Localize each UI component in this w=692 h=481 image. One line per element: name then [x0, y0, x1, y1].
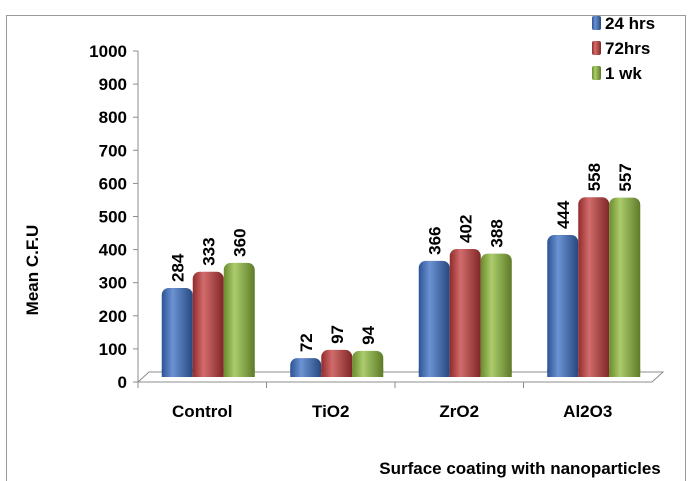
- y-tick-label: 400: [99, 241, 127, 260]
- axes: 0 100 200 300 400 500 600 700 800 900 1000 Control T…: [89, 42, 665, 421]
- bar-base: [321, 369, 353, 377]
- bar-base: [223, 369, 255, 377]
- legend-label: 72hrs: [605, 39, 650, 58]
- data-label: 444: [554, 200, 573, 229]
- x-tick-label: TiO2: [312, 402, 349, 421]
- x-tick-label: Al2O3: [563, 402, 612, 421]
- data-label: 557: [616, 163, 635, 191]
- chart-frame: [6, 15, 686, 481]
- bar-body: [609, 197, 641, 377]
- bar: [161, 287, 193, 377]
- y-tick-label: 800: [99, 108, 127, 127]
- bar-body: [547, 235, 579, 377]
- bar-base: [192, 369, 224, 377]
- bar-base: [161, 369, 193, 377]
- legend-label: 1 wk: [605, 64, 642, 83]
- data-label: 72: [297, 333, 316, 352]
- bar: [480, 253, 512, 377]
- bar-body: [223, 262, 255, 377]
- y-tick-label: 500: [99, 208, 127, 227]
- bar: [290, 358, 322, 377]
- bar: [321, 349, 353, 377]
- bar-base: [352, 369, 384, 377]
- y-tick-label: 900: [99, 75, 127, 94]
- bar-base: [609, 369, 641, 377]
- x-tick-label: ZrO2: [439, 402, 479, 421]
- bar-base: [480, 369, 512, 377]
- y-tick-label: 1000: [89, 42, 127, 61]
- bar-base: [449, 369, 481, 377]
- bar-body: [192, 271, 224, 377]
- bar: [418, 260, 450, 377]
- bar: [547, 235, 579, 377]
- bar-body: [449, 248, 481, 377]
- data-labels: 284 333 360 72 97 94 366 402 388 444 558 557: [168, 163, 635, 352]
- y-tick-label: 300: [99, 274, 127, 293]
- legend-swatch: [592, 16, 601, 30]
- bar: [609, 197, 641, 377]
- bar-base: [418, 369, 450, 377]
- bar-base: [578, 369, 610, 377]
- data-label: 402: [456, 215, 475, 243]
- bar-body: [480, 253, 512, 377]
- data-label: 366: [425, 226, 444, 254]
- y-tick-label: 200: [99, 307, 127, 326]
- bar: [449, 248, 481, 377]
- x-tick-label: Control: [172, 402, 232, 421]
- data-label: 94: [359, 325, 378, 344]
- y-tick-label: 600: [99, 174, 127, 193]
- bar-base: [547, 369, 579, 377]
- data-label: 97: [328, 325, 347, 344]
- bar: [578, 197, 610, 377]
- legend-label: 24 hrs: [605, 14, 655, 33]
- data-label: 284: [168, 253, 187, 282]
- data-label: 388: [487, 219, 506, 247]
- bar-body: [418, 260, 450, 377]
- bar: [192, 271, 224, 377]
- bar-body: [161, 287, 193, 377]
- y-axis-title: Mean C.F.U: [23, 225, 42, 316]
- legend-item: 1 wk: [592, 64, 642, 83]
- legend-item: 24 hrs: [592, 14, 655, 33]
- legend-item: 72hrs: [592, 39, 650, 58]
- data-label: 360: [230, 228, 249, 256]
- x-axis-title: Surface coating with nanoparticles: [379, 459, 661, 478]
- bars: [161, 197, 641, 377]
- bar-body: [578, 197, 610, 377]
- bar-base: [290, 369, 322, 377]
- y-tick-label: 700: [99, 141, 127, 160]
- y-tick-label: 0: [118, 373, 127, 392]
- y-tick-label: 100: [99, 340, 127, 359]
- bar: [352, 350, 384, 377]
- legend: 24 hrs 72hrs 1 wk: [592, 14, 655, 83]
- legend-swatch: [592, 66, 601, 80]
- legend-swatch: [592, 41, 601, 55]
- data-label: 558: [585, 163, 604, 191]
- data-label: 333: [199, 237, 218, 265]
- bar: [223, 262, 255, 377]
